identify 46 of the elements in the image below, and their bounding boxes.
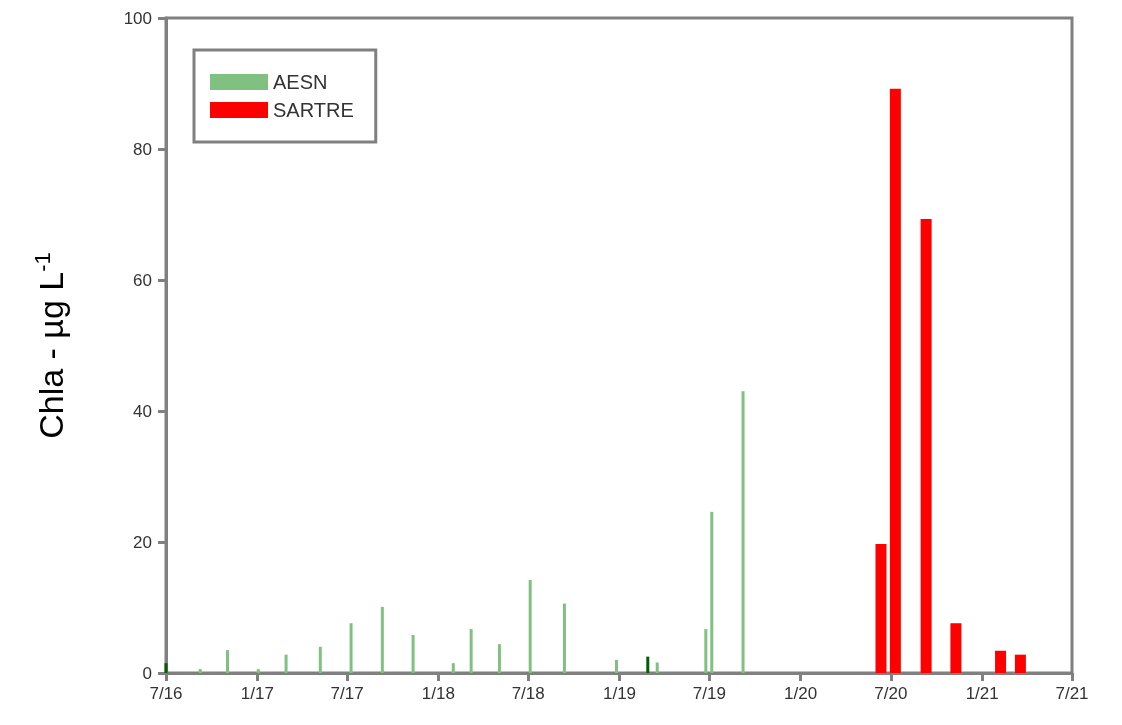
legend-label: AESN (273, 71, 328, 93)
x-tick-label: 7/18 (511, 684, 545, 703)
x-tick-label: 1/17 (240, 684, 274, 703)
y-tick-label: 80 (133, 139, 152, 159)
bar (920, 219, 932, 673)
bar (226, 650, 230, 673)
y-tick-label: 0 (142, 663, 152, 683)
bar (284, 654, 288, 673)
x-tick-label: 1/18 (421, 684, 455, 703)
y-tick-label: 100 (123, 8, 152, 28)
bar (349, 623, 353, 673)
x-tick-label: 7/21 (1055, 684, 1089, 703)
bar (198, 669, 202, 673)
bar (995, 650, 1007, 673)
bar (451, 663, 455, 673)
bar (256, 669, 260, 673)
bar (411, 635, 415, 673)
y-axis-title: Chla - µg L-1 (29, 252, 70, 439)
y-tick-label: 20 (133, 532, 152, 552)
legend-label: SARTRE (273, 99, 354, 121)
bar (710, 511, 714, 673)
bar (741, 391, 745, 673)
bar (164, 663, 168, 673)
x-tick-label: 7/16 (149, 684, 183, 703)
x-tick-label: 1/21 (965, 684, 999, 703)
bar (655, 662, 659, 673)
x-tick-label: 7/17 (330, 684, 364, 703)
x-tick-label: 1/20 (784, 684, 818, 703)
bar (615, 659, 619, 673)
y-tick-label: 40 (133, 401, 152, 421)
bar (380, 606, 384, 673)
x-tick-label: 7/20 (874, 684, 908, 703)
bar (497, 644, 501, 673)
bar (646, 656, 650, 673)
bar (528, 579, 532, 673)
x-tick-label: 1/19 (602, 684, 637, 703)
bar (562, 603, 566, 673)
bar (875, 543, 887, 673)
bar (318, 646, 322, 673)
bar (889, 88, 901, 673)
bar (704, 629, 708, 673)
bar (950, 623, 962, 673)
bar (469, 629, 473, 673)
x-tick-label: 7/19 (692, 684, 726, 703)
bar (1014, 654, 1026, 673)
y-tick-label: 60 (133, 270, 152, 290)
